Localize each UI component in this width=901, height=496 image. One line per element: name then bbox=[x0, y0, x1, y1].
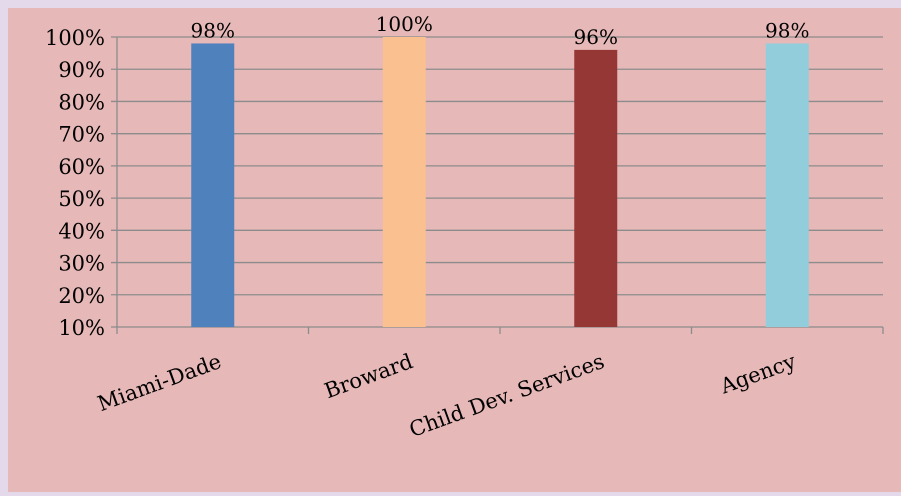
data-label: 96% bbox=[574, 25, 618, 49]
bar-child-dev-services bbox=[574, 49, 618, 328]
y-tick-label: 30% bbox=[58, 252, 105, 276]
y-axis-ticks: 10% 20% 30% 40% 50% 60% 70% 80% 90% 100% bbox=[45, 26, 105, 340]
x-tick-label: Broward bbox=[321, 349, 416, 403]
x-tick-label: Miami-Dade bbox=[94, 349, 224, 416]
x-tick-label: Agency bbox=[716, 349, 799, 399]
data-label: 98% bbox=[765, 18, 809, 42]
data-labels: 98% 100% 96% 98% bbox=[191, 12, 810, 49]
data-label: 100% bbox=[376, 12, 433, 36]
y-tick-label: 90% bbox=[58, 58, 105, 82]
data-label: 98% bbox=[191, 18, 235, 42]
bar-chart: 98% 100% 96% 98% 10% 20% 30% 40% 50% 60% 70% 80% 90… bbox=[45, 12, 884, 442]
gridlines bbox=[111, 36, 883, 328]
bars bbox=[191, 37, 809, 328]
y-tick-label: 40% bbox=[58, 219, 105, 243]
chart-area: 98% 100% 96% 98% 10% 20% 30% 40% 50% 60% 70% 80% 90… bbox=[8, 8, 901, 492]
y-tick-label: 70% bbox=[58, 123, 105, 147]
x-tick-label: Child Dev. Services bbox=[406, 349, 607, 442]
y-tick-label: 100% bbox=[45, 26, 105, 50]
y-tick-label: 10% bbox=[58, 316, 105, 340]
y-tick-label: 20% bbox=[58, 284, 105, 308]
y-tick-label: 60% bbox=[58, 155, 105, 179]
bar-agency bbox=[765, 43, 809, 327]
y-tick-label: 50% bbox=[58, 187, 105, 211]
bar-miami-dade bbox=[191, 43, 235, 327]
bar-broward bbox=[382, 37, 426, 327]
y-tick-label: 80% bbox=[58, 90, 105, 114]
